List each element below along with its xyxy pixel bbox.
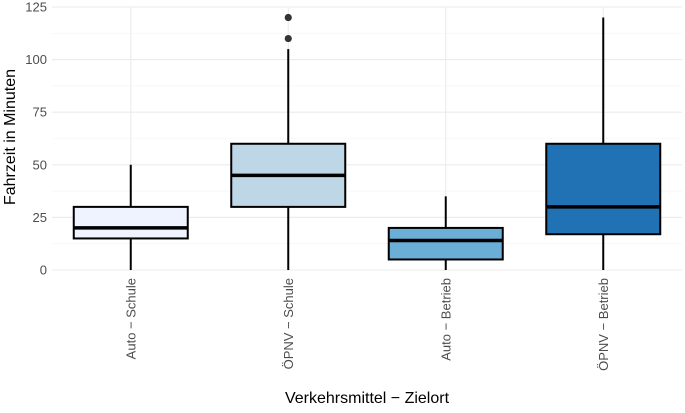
box-iqr <box>72 205 189 240</box>
box-iqr <box>387 226 504 261</box>
y-tick-label: 0 <box>40 263 47 278</box>
outlier-point <box>284 13 292 22</box>
x-tick-label: Auto − Schule <box>123 278 138 359</box>
y-tick-label: 25 <box>33 210 47 225</box>
box-3 <box>387 196 504 270</box>
y-tick-label: 100 <box>25 52 47 67</box>
x-axis-title: Verkehrsmittel − Zielort <box>285 390 450 407</box>
box-2 <box>230 13 347 270</box>
y-axis-ticks: 0 25 50 75 100 125 <box>25 0 47 278</box>
x-axis-ticks: Auto − Schule ÖPNV − Schule Auto − Betrieb… <box>123 278 611 371</box>
x-tick-label: ÖPNV − Schule <box>281 278 296 369</box>
box-4 <box>545 17 662 270</box>
y-tick-label: 75 <box>33 105 47 120</box>
y-tick-label: 125 <box>25 0 47 15</box>
y-tick-label: 50 <box>33 157 47 172</box>
x-tick-label: ÖPNV − Betrieb <box>596 278 611 371</box>
box-iqr <box>545 142 662 236</box>
outlier-point <box>284 34 292 43</box>
plot-marks <box>72 13 662 270</box>
box-1 <box>72 164 189 270</box>
y-axis-title: Fahrzeit in Minuten <box>2 69 19 205</box>
x-tick-label: Auto − Betrieb <box>438 278 453 361</box>
